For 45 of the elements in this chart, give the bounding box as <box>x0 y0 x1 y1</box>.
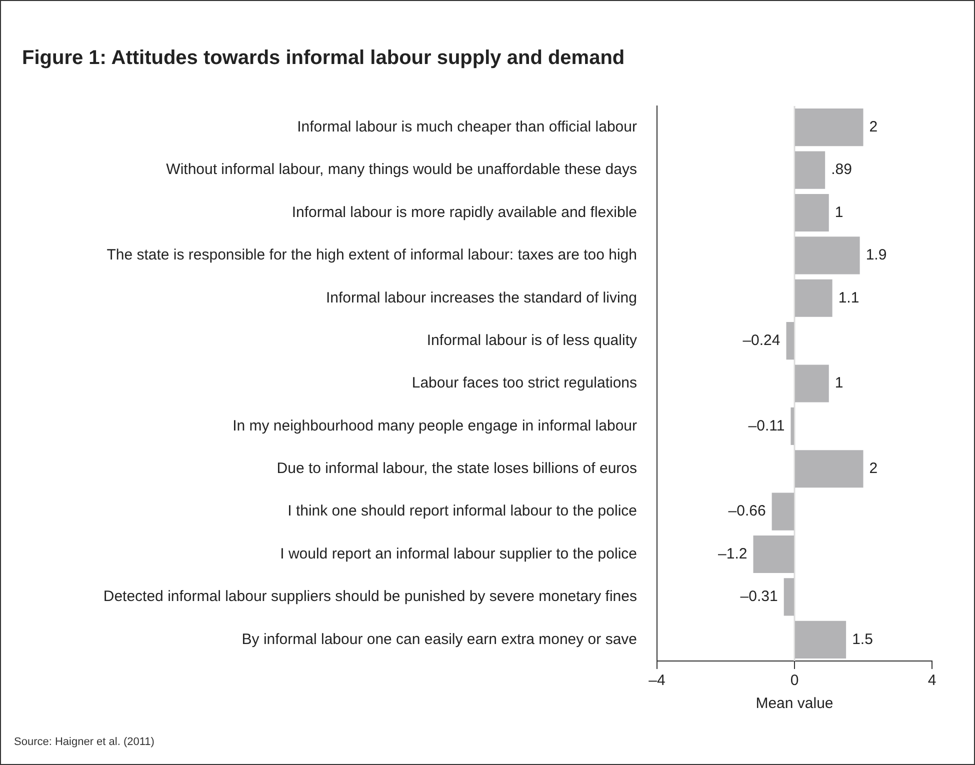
bar <box>795 194 829 232</box>
data-label: –0.11 <box>748 417 785 434</box>
data-label: 1 <box>834 204 844 221</box>
y-tick-label: Informal labour increases the standard of living <box>326 289 637 306</box>
y-tick-label: I would report an informal labour supplier to the police <box>280 545 637 562</box>
y-tick-label: Detected informal labour suppliers should be punished by severe monetary fines <box>103 588 637 606</box>
y-tick-label: In my neighbourhood many people engage in informal labour <box>232 417 638 434</box>
y-tick-label: Informal labour is of less quality <box>426 332 638 349</box>
x-tick-label: –4 <box>648 672 666 690</box>
data-label: –0.31 <box>740 588 778 606</box>
bar <box>795 151 826 189</box>
y-tick-label: By informal labour one can easily earn extra money or save <box>242 630 637 648</box>
y-tick-label: I think one should report informal labour to the police <box>288 502 637 520</box>
bar <box>795 279 832 317</box>
y-tick-label: The state is responsible for the high extent of informal labour: taxes are too high <box>106 246 637 264</box>
data-label: 1.5 <box>852 630 873 648</box>
bar <box>795 450 864 488</box>
y-tick-label: Labour faces too strict regulations <box>412 374 637 392</box>
bar <box>795 236 860 274</box>
text: Figure 1: Attitudes towards informal labour supply and demand <box>22 47 625 70</box>
bar <box>795 364 829 402</box>
y-tick-label: Due to informal labour, the state loses billions of euros <box>276 460 637 478</box>
bar <box>784 578 794 616</box>
data-label: –0.66 <box>728 502 766 520</box>
y-tick-label: Without informal labour, many things would be unaffordable these days <box>166 161 637 178</box>
bar <box>753 535 794 574</box>
data-label: –1.2 <box>718 545 748 562</box>
data-label: –0.24 <box>742 332 780 349</box>
y-tick-label: Informal labour is much cheaper than official labour <box>297 118 637 136</box>
bar <box>790 407 794 445</box>
x-tick-label: 0 <box>790 672 799 690</box>
bar <box>772 492 794 530</box>
bar <box>795 620 846 658</box>
data-label: 2 <box>869 118 878 136</box>
bar <box>786 322 794 360</box>
data-label: 2 <box>869 460 878 478</box>
data-label: 1.9 <box>866 246 887 264</box>
data-label: 1 <box>834 374 844 392</box>
source-note: Source: Haigner et al. (2011) <box>14 736 154 748</box>
y-tick-label: Informal labour is more rapidly available and flexible <box>292 204 637 221</box>
x-tick-label: 4 <box>928 672 936 690</box>
bar <box>795 108 864 146</box>
data-label: .89 <box>831 161 852 178</box>
data-label: 1.1 <box>838 289 860 306</box>
x-axis-title: Mean value <box>756 695 834 712</box>
